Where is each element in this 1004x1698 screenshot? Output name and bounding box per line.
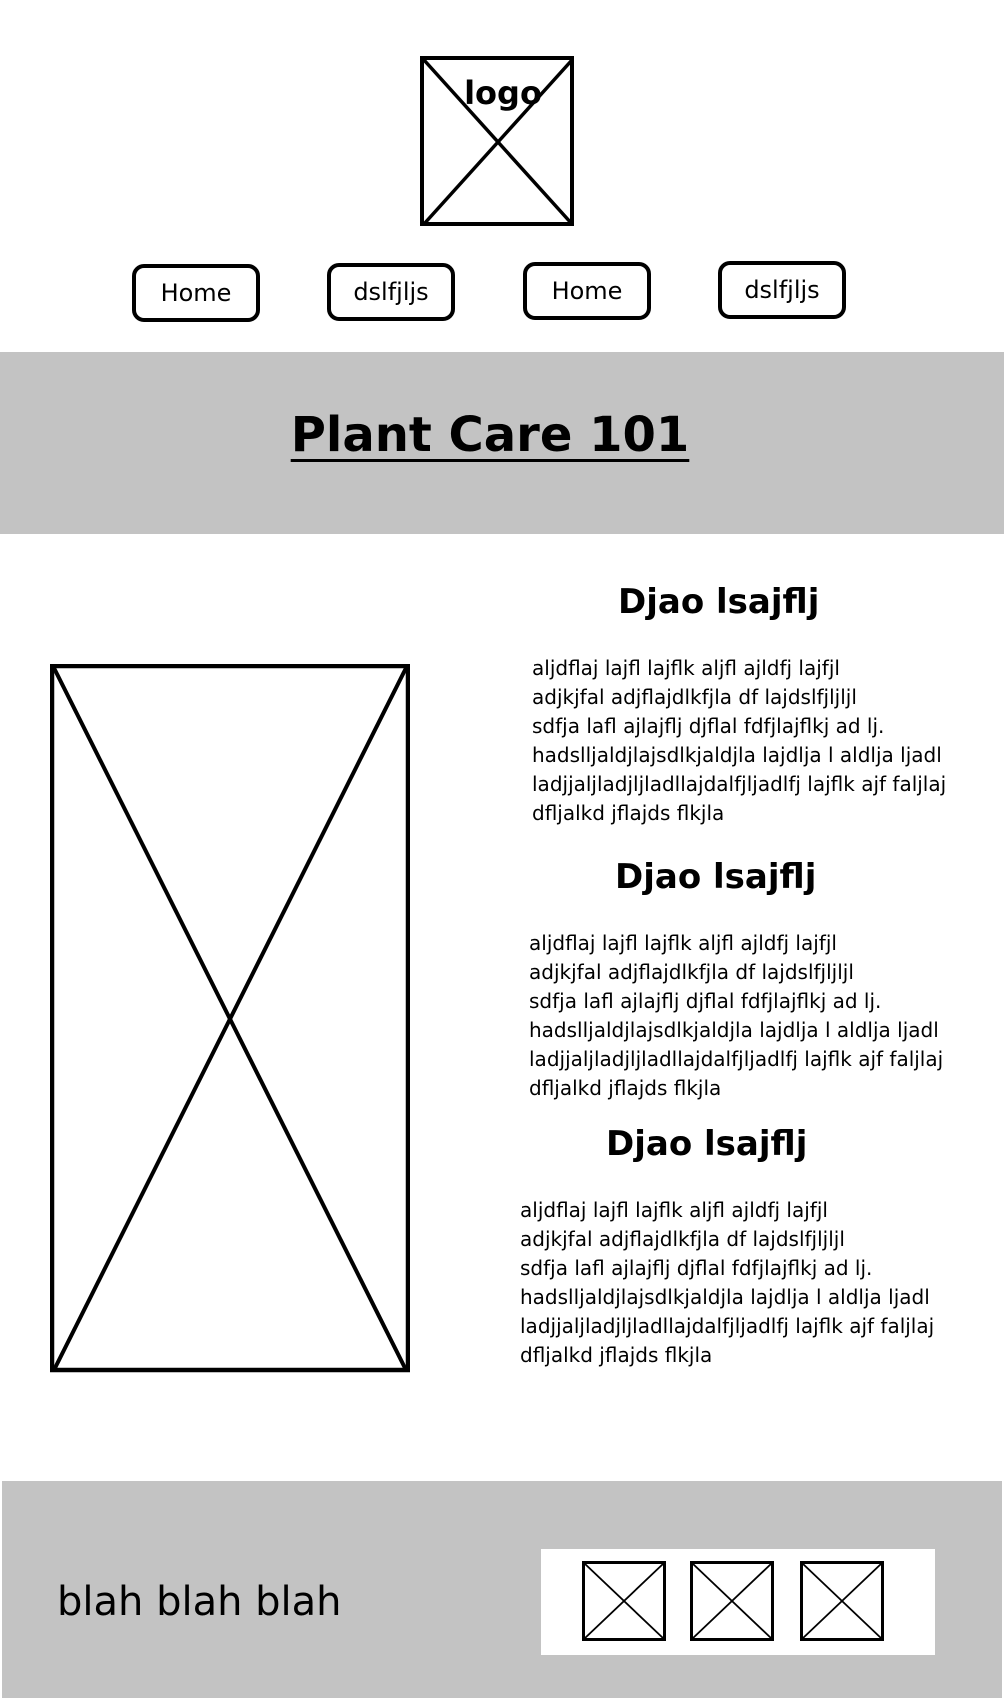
page-title: Plant Care 101 <box>290 407 690 463</box>
hero-banner: Plant Care 101 <box>0 352 1004 534</box>
content-section: Djao lsajflj aljdflaj lajfl lajflk aljfl… <box>532 580 972 828</box>
image-placeholder-icon[interactable] <box>582 1561 666 1641</box>
logo[interactable]: logo <box>420 56 574 226</box>
footer-gallery <box>541 1549 935 1655</box>
footer-text: blah blah blah <box>57 1579 342 1625</box>
nav-button-dslfjljs[interactable]: dslfjljs <box>327 263 455 321</box>
image-placeholder-icon[interactable] <box>690 1561 774 1641</box>
image-placeholder-icon[interactable] <box>800 1561 884 1641</box>
nav-button-home[interactable]: Home <box>132 264 260 322</box>
logo-label: logo <box>464 74 542 112</box>
image-placeholder-icon <box>49 663 411 1373</box>
nav-button-dslfjljs-2[interactable]: dslfjljs <box>718 261 846 319</box>
content-section: Djao lsajflj aljdflaj lajfl lajflk aljfl… <box>529 855 969 1103</box>
section-heading: Djao lsajflj <box>606 1124 808 1164</box>
image-placeholder-icon <box>420 56 574 226</box>
section-body: aljdflaj lajfl lajflk aljfl ajldfj lajfj… <box>529 931 944 1100</box>
content-section: Djao lsajflj aljdflaj lajfl lajflk aljfl… <box>520 1122 960 1370</box>
section-body: aljdflaj lajfl lajflk aljfl ajldfj lajfj… <box>520 1198 935 1367</box>
section-heading: Djao lsajflj <box>615 857 817 897</box>
main-image <box>49 663 411 1379</box>
section-body: aljdflaj lajfl lajflk aljfl ajldfj lajfj… <box>532 656 947 825</box>
section-heading: Djao lsajflj <box>618 582 820 622</box>
footer: blah blah blah <box>2 1481 1002 1698</box>
nav-button-home-2[interactable]: Home <box>523 262 651 320</box>
